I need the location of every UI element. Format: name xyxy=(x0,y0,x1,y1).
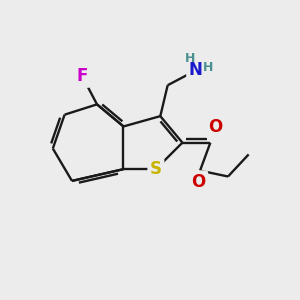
Text: H: H xyxy=(185,52,196,64)
Text: O: O xyxy=(191,173,206,191)
Text: H: H xyxy=(203,61,213,74)
Text: F: F xyxy=(76,68,88,85)
Text: S: S xyxy=(150,160,162,178)
Text: N: N xyxy=(189,61,202,80)
Text: O: O xyxy=(208,118,223,136)
